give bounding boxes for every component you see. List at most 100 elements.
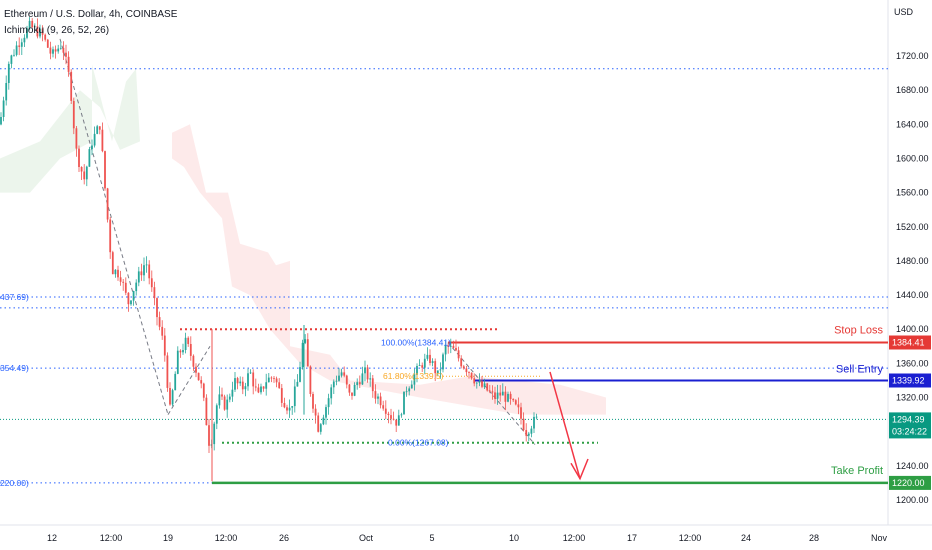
candle-body [273,378,275,379]
candle-body [174,373,177,391]
candle-body [499,392,502,396]
candle-body [270,377,273,379]
candle-body [439,369,442,371]
candle-body [54,49,57,52]
time-tick-label: Nov [871,533,888,543]
candle-body [260,386,262,393]
candle-body [161,326,164,336]
candle-body [520,407,522,419]
candle-body [189,344,192,356]
candle-body [434,361,437,374]
candle-body [335,380,338,382]
candle-body [514,400,517,405]
price-tick-label: 1480.00 [896,256,929,266]
candle-body [101,129,104,152]
price-axis[interactable]: 1720.00 1680.00 1640.00 1600.00 1560.00 1520.… [896,51,929,505]
candle-body [293,386,296,407]
left-level-label: 354.49) [0,363,29,373]
candle-body [488,390,491,392]
time-tick-label: 12 [47,533,57,543]
candle-body [483,383,486,387]
candle-body [109,219,112,253]
price-tick-label: 1320.00 [896,393,929,403]
candle-body [481,381,483,387]
candle-body [374,391,377,399]
candle-body [57,48,60,52]
candle-body [91,145,93,150]
candle-body [72,101,75,129]
candle-body [241,381,244,390]
candle-body [496,392,499,399]
candle-body [96,126,99,134]
candle-body [262,386,265,389]
price-tick-label: 1560.00 [896,188,929,198]
candle-body [169,388,171,405]
candle-body [257,387,260,393]
candle-body [405,391,408,393]
candle-body [127,292,130,305]
candle-body [475,382,478,384]
candle-body [7,63,10,83]
currency-unit[interactable]: USD [894,7,914,17]
candle-body [254,386,257,388]
candle-body [356,382,359,385]
take-profit-label: Take Profit [831,465,883,477]
candle-body [447,345,450,347]
candle-body [59,47,62,49]
candle-body [280,388,283,403]
candle-body [135,282,138,292]
candle-body [525,430,528,436]
candle-body [470,372,473,379]
candle-body [171,390,174,405]
candle-body [377,396,379,399]
candle-body [140,271,143,276]
candle-body [501,391,504,396]
last-price-tag: 1294.39 [892,414,925,424]
candle-body [166,355,169,388]
indicator-legend[interactable]: Ichimoku (9, 26, 52, 26) [4,25,110,36]
time-tick-label: 24 [741,533,751,543]
candle-body [494,392,496,399]
candle-body [366,367,369,380]
candle-body [462,366,465,369]
candle-body [408,388,411,392]
time-axis[interactable]: 12 12:00 19 12:00 26 Oct 5 10 12:00 17 12:00 24 28 No… [47,533,888,543]
candle-body [67,56,70,72]
candle-body [278,382,281,389]
candle-body [52,49,54,54]
candle-body [353,385,356,396]
price-tick-label: 1400.00 [896,324,929,334]
candle-body [65,52,67,57]
chart-title[interactable]: Ethereum / U.S. Dollar, 4h, COINBASE [4,9,178,20]
candle-body [491,391,494,393]
price-tick-label: 1440.00 [896,290,929,300]
candle-body [195,366,197,373]
countdown-tag: 03:24:22 [892,426,927,436]
candle-body [533,416,535,429]
candle-body [455,348,457,351]
candle-body [288,407,291,411]
candle-body [202,383,205,398]
candle-body [117,269,119,278]
candle-body [486,383,489,391]
trendline-2 [167,346,211,415]
candle-body [275,378,278,383]
candle-body [13,54,15,56]
time-tick-label: 28 [809,533,819,543]
candle-body [176,350,179,374]
candle-body [465,368,468,373]
fib-100-label: 100.00%(1384.41) [381,338,451,348]
candle-body [348,384,351,393]
candle-body [327,398,330,408]
candle-body [215,405,218,424]
candle-body [247,373,249,387]
entry-price-tag: 1339.92 [892,376,925,386]
candle-body [468,372,470,373]
candle-body [0,117,2,125]
candle-body [530,428,533,434]
candle-body [15,45,18,55]
candle-body [208,425,210,446]
candle-body [535,416,538,418]
